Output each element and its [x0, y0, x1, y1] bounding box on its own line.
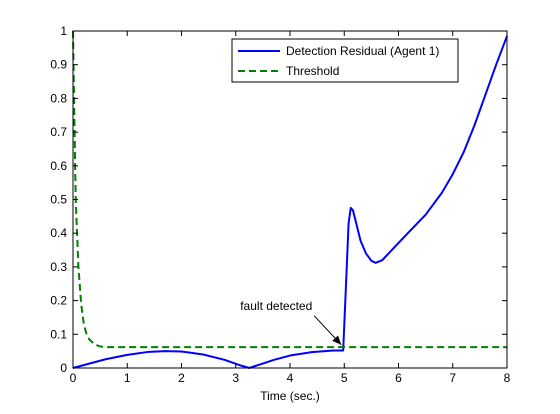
y-tick-label: 0.3 — [50, 260, 67, 274]
legend-box — [231, 38, 459, 83]
y-tick-label: 0.9 — [50, 58, 67, 72]
x-tick-label: 4 — [287, 371, 294, 385]
x-tick-label: 8 — [504, 371, 511, 385]
series-line-1 — [72, 35, 508, 369]
series-layer — [72, 30, 508, 369]
y-tick-label: 1 — [60, 24, 67, 38]
x-tick-label: 6 — [395, 371, 402, 385]
annotation-layer: fault detected — [240, 299, 342, 346]
y-tick-label: 0.5 — [50, 193, 67, 207]
y-tick-label: 0.7 — [50, 125, 67, 139]
plot-area — [73, 31, 507, 368]
x-tick-label: 0 — [70, 371, 77, 385]
y-tick-label: 0.2 — [50, 294, 67, 308]
x-tick-label: 5 — [341, 371, 348, 385]
annotation-label: fault detected — [240, 299, 312, 313]
y-tick-label: 0.6 — [50, 159, 67, 173]
annotation-arrowhead — [332, 335, 342, 345]
x-tick-label: 7 — [449, 371, 456, 385]
ticks-layer: 0 1 2 3 4 5 6 7 8 0 0.1 0.2 0.3 0.4 0.5 0.6 0.7 0.8 0.9 1 — [50, 24, 510, 385]
y-tick-label: 0.4 — [50, 226, 67, 240]
y-tick-label: 0.8 — [50, 91, 67, 105]
x-tick-label: 3 — [232, 371, 239, 385]
series-line-2 — [72, 30, 507, 349]
x-tick-label: 1 — [124, 371, 131, 385]
legend: Detection Residual (Agent 1) Threshold — [231, 38, 459, 83]
y-tick-label: 0.1 — [50, 327, 67, 341]
x-axis-label: Time (sec.) — [260, 389, 320, 403]
legend-label-1: Detection Residual (Agent 1) — [286, 44, 439, 58]
legend-label-2: Threshold — [286, 64, 339, 78]
x-tick-label: 2 — [178, 371, 185, 385]
y-tick-label: 0 — [60, 361, 67, 375]
